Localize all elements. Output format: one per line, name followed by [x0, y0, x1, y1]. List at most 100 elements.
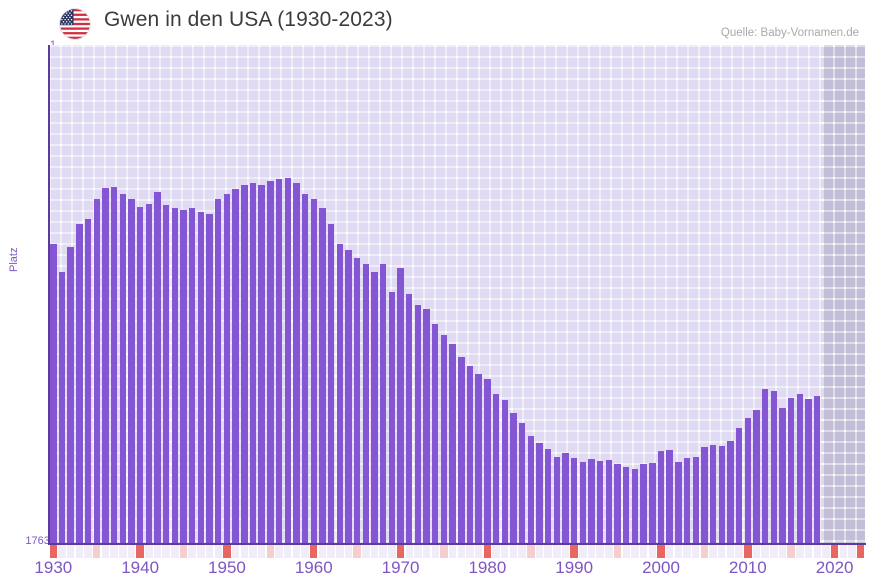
bar[interactable] — [779, 407, 786, 543]
tick-year — [171, 545, 179, 558]
bar[interactable] — [84, 219, 92, 543]
bar[interactable] — [93, 199, 100, 543]
bar[interactable] — [206, 214, 213, 543]
bar[interactable] — [397, 268, 404, 543]
bar[interactable] — [814, 395, 821, 543]
bar[interactable] — [301, 194, 309, 543]
bar[interactable] — [796, 393, 804, 543]
bar[interactable] — [701, 447, 708, 543]
bar[interactable] — [189, 208, 196, 543]
bar[interactable] — [709, 445, 717, 543]
bar[interactable] — [136, 206, 144, 543]
bar[interactable] — [579, 462, 587, 543]
bar[interactable] — [527, 435, 534, 543]
bar[interactable] — [258, 185, 265, 543]
bar[interactable] — [76, 224, 83, 543]
bar[interactable] — [510, 412, 517, 543]
tick-year — [648, 545, 657, 558]
bar[interactable] — [449, 343, 456, 543]
bar[interactable] — [327, 224, 335, 543]
bar[interactable] — [614, 464, 621, 543]
bar[interactable] — [362, 264, 370, 543]
bar[interactable] — [128, 199, 135, 543]
bar[interactable] — [640, 464, 647, 543]
bar[interactable] — [484, 378, 491, 543]
bar[interactable] — [631, 469, 639, 543]
bar[interactable] — [67, 246, 74, 543]
bar[interactable] — [770, 390, 778, 543]
x-axis-tick-label: 1990 — [555, 558, 594, 577]
bar[interactable] — [683, 458, 691, 543]
bar[interactable] — [345, 250, 352, 543]
bar[interactable] — [380, 264, 387, 543]
bar[interactable] — [58, 271, 66, 543]
bar[interactable] — [336, 244, 343, 543]
bar[interactable] — [692, 456, 699, 543]
bar[interactable] — [623, 467, 630, 543]
tick-year — [110, 545, 118, 558]
bar[interactable] — [110, 186, 118, 543]
tick-year — [379, 545, 387, 558]
bar[interactable] — [319, 208, 326, 543]
bar[interactable] — [241, 185, 248, 543]
bar[interactable] — [223, 194, 231, 543]
x-axis-labels: 1930 1940 1950 1960 1970 1980 1990 2000 2010 2020 — [0, 558, 873, 587]
bar[interactable] — [215, 199, 222, 543]
bar[interactable] — [197, 211, 205, 543]
bar[interactable] — [788, 397, 795, 543]
bar[interactable] — [232, 189, 239, 543]
bar[interactable] — [154, 191, 161, 543]
bar[interactable] — [310, 199, 317, 543]
bar[interactable] — [805, 398, 812, 543]
bar[interactable] — [414, 304, 422, 543]
bar[interactable] — [102, 188, 109, 543]
bar[interactable] — [536, 443, 543, 543]
bar[interactable] — [145, 204, 153, 543]
bar[interactable] — [50, 244, 57, 543]
bar[interactable] — [597, 461, 604, 543]
bar[interactable] — [171, 208, 179, 543]
bar[interactable] — [753, 409, 760, 543]
bar[interactable] — [466, 366, 474, 543]
tick-year — [75, 545, 84, 558]
bar[interactable] — [353, 258, 361, 543]
bar[interactable] — [388, 291, 396, 543]
tick-year — [778, 545, 787, 558]
tick-year — [665, 545, 674, 558]
tick-year — [275, 545, 283, 558]
bar[interactable] — [423, 308, 430, 543]
bar[interactable] — [180, 210, 187, 543]
bar[interactable] — [249, 183, 257, 543]
bar[interactable] — [119, 194, 126, 543]
bar[interactable] — [675, 462, 682, 543]
bar[interactable] — [371, 271, 378, 543]
bar[interactable] — [657, 450, 665, 543]
tick-year — [674, 545, 683, 558]
bar[interactable] — [744, 417, 751, 543]
bar[interactable] — [432, 323, 439, 543]
bar[interactable] — [518, 423, 526, 543]
bar[interactable] — [501, 399, 508, 543]
bar[interactable] — [761, 388, 769, 543]
bar[interactable] — [458, 356, 465, 543]
bar[interactable] — [284, 178, 291, 543]
bar[interactable] — [562, 453, 569, 543]
bar[interactable] — [440, 334, 448, 543]
bar[interactable] — [475, 373, 482, 543]
bar[interactable] — [718, 446, 725, 543]
bar[interactable] — [162, 205, 170, 543]
bar[interactable] — [492, 393, 500, 543]
bar[interactable] — [544, 449, 552, 543]
bar[interactable] — [735, 428, 743, 543]
bar[interactable] — [267, 181, 274, 543]
bar[interactable] — [406, 294, 413, 543]
bar[interactable] — [727, 440, 734, 543]
bar[interactable] — [666, 450, 673, 543]
bar[interactable] — [605, 460, 613, 543]
bar[interactable] — [588, 459, 595, 543]
bar[interactable] — [293, 183, 300, 543]
bar[interactable] — [553, 457, 561, 543]
bar[interactable] — [570, 458, 578, 543]
bar[interactable] — [649, 463, 656, 543]
bar[interactable] — [275, 179, 283, 543]
